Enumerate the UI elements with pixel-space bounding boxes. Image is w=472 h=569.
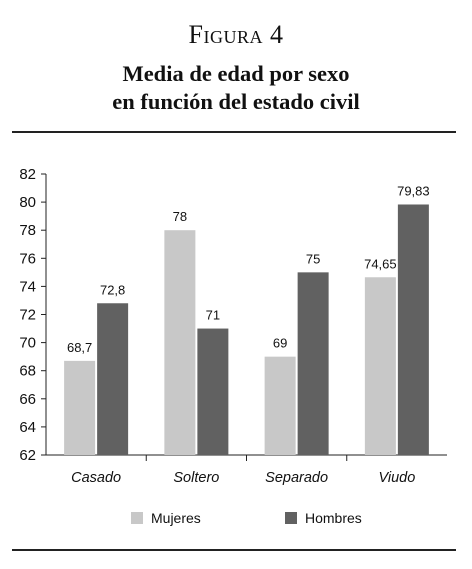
y-tick-label: 78 xyxy=(19,222,36,239)
y-tick-label: 70 xyxy=(19,335,36,352)
legend-swatch-mujeres xyxy=(131,512,143,524)
data-label: 75 xyxy=(306,251,320,266)
y-tick-label: 76 xyxy=(19,250,36,267)
bar-mujeres xyxy=(64,360,96,455)
chart-title-line-2: en función del estado civil xyxy=(112,89,360,114)
data-label: 68,7 xyxy=(67,340,92,355)
x-category-label: Soltero xyxy=(173,470,219,486)
data-label: 71 xyxy=(206,308,220,323)
legend-swatch-hombres xyxy=(285,512,297,524)
x-category-label: Separado xyxy=(265,470,328,486)
top-rule xyxy=(12,131,456,133)
data-label: 72,8 xyxy=(100,282,125,297)
x-category-label: Casado xyxy=(71,470,121,486)
data-label: 78 xyxy=(173,209,187,224)
bar-hombres xyxy=(97,303,129,455)
y-tick-label: 66 xyxy=(19,391,36,408)
legend-label: Mujeres xyxy=(151,510,201,526)
y-tick-label: 72 xyxy=(19,307,36,324)
y-tick-label: 68 xyxy=(19,363,36,380)
figure-label: Figura 4 xyxy=(188,20,284,49)
legend-label: Hombres xyxy=(305,510,362,526)
chart-title: Media de edad por sexo en función del es… xyxy=(0,60,472,116)
y-tick-label: 62 xyxy=(19,447,36,464)
y-tick-label: 74 xyxy=(19,278,36,295)
bar-mujeres xyxy=(164,230,196,455)
bottom-rule xyxy=(12,549,456,551)
data-label: 79,83 xyxy=(397,183,430,198)
x-category-label: Viudo xyxy=(378,470,415,486)
data-label: 74,65 xyxy=(364,256,397,271)
bar-mujeres xyxy=(364,277,396,455)
bar-hombres xyxy=(397,204,429,455)
bar-hombres xyxy=(297,272,329,455)
y-tick-label: 64 xyxy=(19,419,36,436)
chart-title-line-1: Media de edad por sexo xyxy=(122,61,350,86)
y-tick-label: 82 xyxy=(19,166,36,183)
y-tick-label: 80 xyxy=(19,194,36,211)
bar-hombres xyxy=(197,328,229,455)
bar-mujeres xyxy=(264,356,296,455)
data-label: 69 xyxy=(273,336,287,351)
